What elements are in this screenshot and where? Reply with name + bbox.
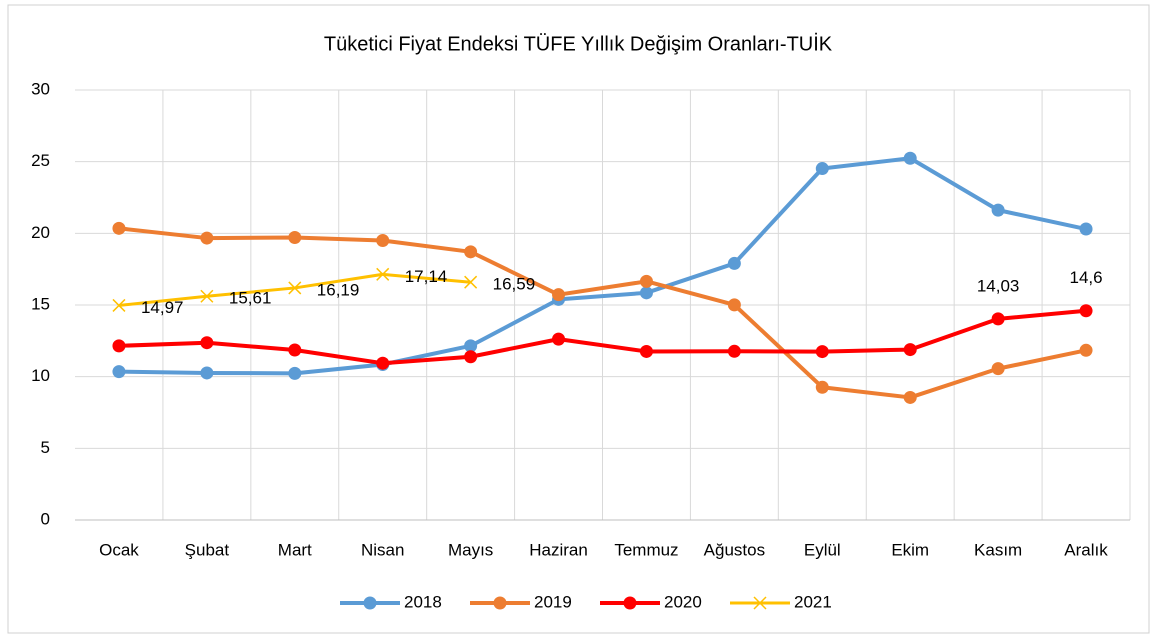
legend-marker <box>753 596 767 610</box>
point-marker <box>991 203 1005 217</box>
y-tick-label: 10 <box>31 366 50 385</box>
point-marker <box>288 281 302 295</box>
data-label: 14,97 <box>141 298 184 317</box>
x-tick-label: Şubat <box>185 540 230 559</box>
point-marker <box>903 151 917 165</box>
point-marker <box>1079 343 1093 357</box>
legend-label: 2020 <box>664 592 702 611</box>
chart-border <box>7 4 1150 634</box>
x-tick-label: Temmuz <box>614 540 678 559</box>
x-tick-label: Ocak <box>99 540 139 559</box>
x-tick-label: Haziran <box>529 540 588 559</box>
point-marker <box>815 380 829 394</box>
point-marker <box>639 274 653 288</box>
point-marker <box>376 356 390 370</box>
chart-title: Tüketici Fiyat Endeksi TÜFE Yıllık Değiş… <box>324 32 833 55</box>
point-marker <box>464 350 478 364</box>
point-marker <box>815 162 829 176</box>
data-label: 16,59 <box>493 275 536 294</box>
point-marker <box>376 234 390 247</box>
data-label: 17,14 <box>405 267 448 286</box>
legend-label: 2019 <box>534 592 572 611</box>
point-marker <box>112 298 126 312</box>
point-marker <box>376 267 390 281</box>
data-label: 15,61 <box>229 289 272 308</box>
y-tick-label: 15 <box>31 294 50 313</box>
point-marker <box>903 390 917 404</box>
point-marker <box>288 366 302 380</box>
point-marker <box>288 343 302 357</box>
point-marker <box>903 343 917 357</box>
point-marker <box>1079 222 1093 236</box>
point-marker <box>200 336 214 350</box>
point-marker <box>112 221 126 235</box>
point-marker <box>464 245 478 259</box>
point-marker <box>639 286 653 300</box>
x-tick-label: Eylül <box>804 540 841 559</box>
y-tick-label: 30 <box>31 79 50 98</box>
point-marker <box>464 275 478 289</box>
point-marker <box>727 344 741 358</box>
point-marker <box>1079 304 1093 318</box>
point-marker <box>200 366 214 380</box>
point-marker <box>112 339 126 353</box>
x-tick-label: Ağustos <box>704 540 765 559</box>
point-marker <box>727 298 741 312</box>
point-marker <box>815 345 829 359</box>
point-marker <box>991 312 1005 326</box>
point-marker <box>288 230 302 244</box>
y-tick-label: 0 <box>41 509 50 528</box>
point-marker <box>464 339 478 353</box>
legend-marker <box>623 596 637 610</box>
series-line <box>118 156 1087 376</box>
series-line <box>118 308 1087 366</box>
y-tick-label: 5 <box>41 438 50 457</box>
x-tick-label: Nisan <box>361 540 404 559</box>
point-marker <box>112 365 126 379</box>
legend-marker <box>493 596 507 610</box>
data-label: 14,03 <box>977 276 1020 295</box>
point-marker <box>552 332 566 346</box>
point-marker <box>639 344 653 358</box>
series-line <box>118 226 1087 400</box>
data-label: 16,19 <box>317 280 360 299</box>
y-tick-label: 20 <box>31 223 50 242</box>
legend-label: 2021 <box>794 592 832 611</box>
x-tick-label: Mayıs <box>448 540 493 559</box>
legend-label: 2018 <box>404 592 442 611</box>
y-tick-label: 25 <box>31 151 50 170</box>
point-marker <box>200 231 214 245</box>
point-marker <box>200 289 214 303</box>
point-marker <box>727 256 741 270</box>
data-label: 14,6 <box>1069 268 1102 287</box>
x-tick-label: Ekim <box>891 540 929 559</box>
point-marker <box>991 362 1005 376</box>
x-tick-label: Aralık <box>1064 540 1108 559</box>
x-tick-label: Mart <box>278 540 312 559</box>
x-tick-label: Kasım <box>974 540 1022 559</box>
legend-marker <box>363 596 377 610</box>
point-marker <box>552 288 566 302</box>
